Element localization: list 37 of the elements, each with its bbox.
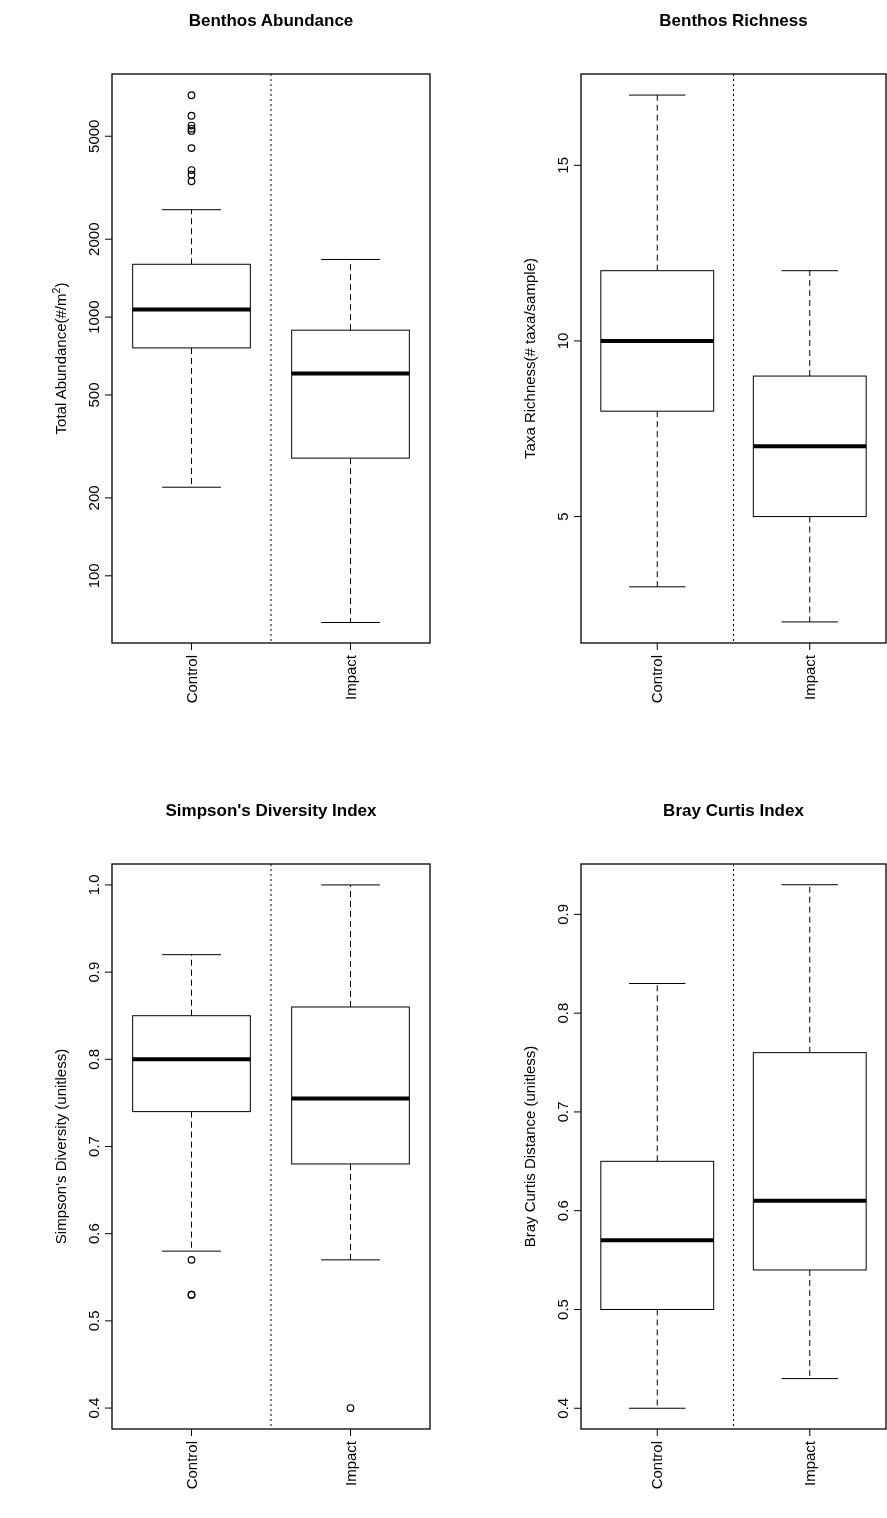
y-tick-label: 1000 <box>85 300 102 334</box>
y-tick-label: 1.0 <box>85 874 102 896</box>
y-tick-label: 2000 <box>85 222 102 256</box>
y-tick-label: 0.6 <box>85 1223 102 1245</box>
y-tick-label: 0.7 <box>554 1101 571 1123</box>
x-tick-label: Control <box>182 1441 200 1490</box>
x-tick-label: Impact <box>341 1440 359 1487</box>
y-tick-label: 0.4 <box>85 1397 102 1419</box>
y-tick-label: 500 <box>85 382 102 408</box>
x-tick-label: Impact <box>341 654 359 701</box>
y-tick-label: 5000 <box>85 119 102 153</box>
y-axis-title: Bray Curtis Distance (unitless) <box>521 1045 538 1248</box>
chart-title: Benthos Richness <box>659 11 808 30</box>
x-tick-label: Control <box>648 655 666 704</box>
x-tick-label: Control <box>648 1441 666 1490</box>
y-tick-label: 0.9 <box>85 961 102 983</box>
y-tick-label: 0.8 <box>554 1002 571 1024</box>
chart-title: Bray Curtis Index <box>663 801 805 820</box>
y-tick-label: 0.4 <box>554 1397 571 1419</box>
chart-title: Simpson's Diversity Index <box>165 801 378 820</box>
y-axis-title: Taxa Richness(# taxa/sample) <box>521 258 538 459</box>
y-tick-label: 0.5 <box>85 1310 102 1332</box>
y-tick-label: 5 <box>554 512 571 521</box>
y-tick-label: 100 <box>85 563 102 589</box>
y-tick-label: 0.8 <box>85 1048 102 1070</box>
x-tick-label: Impact <box>800 1440 818 1487</box>
y-tick-label: 0.5 <box>554 1299 571 1320</box>
x-tick-label: Control <box>182 655 200 704</box>
y-tick-label: 15 <box>554 156 571 174</box>
y-tick-label: 0.9 <box>554 903 571 925</box>
y-axis-title: Simpson's Diversity (unitless) <box>52 1048 69 1245</box>
chart-title: Benthos Abundance <box>188 11 354 30</box>
y-tick-label: 200 <box>85 485 102 511</box>
y-tick-label: 10 <box>554 332 571 350</box>
x-tick-label: Impact <box>800 654 818 701</box>
y-tick-label: 0.7 <box>85 1136 102 1157</box>
y-tick-label: 0.6 <box>554 1200 571 1222</box>
